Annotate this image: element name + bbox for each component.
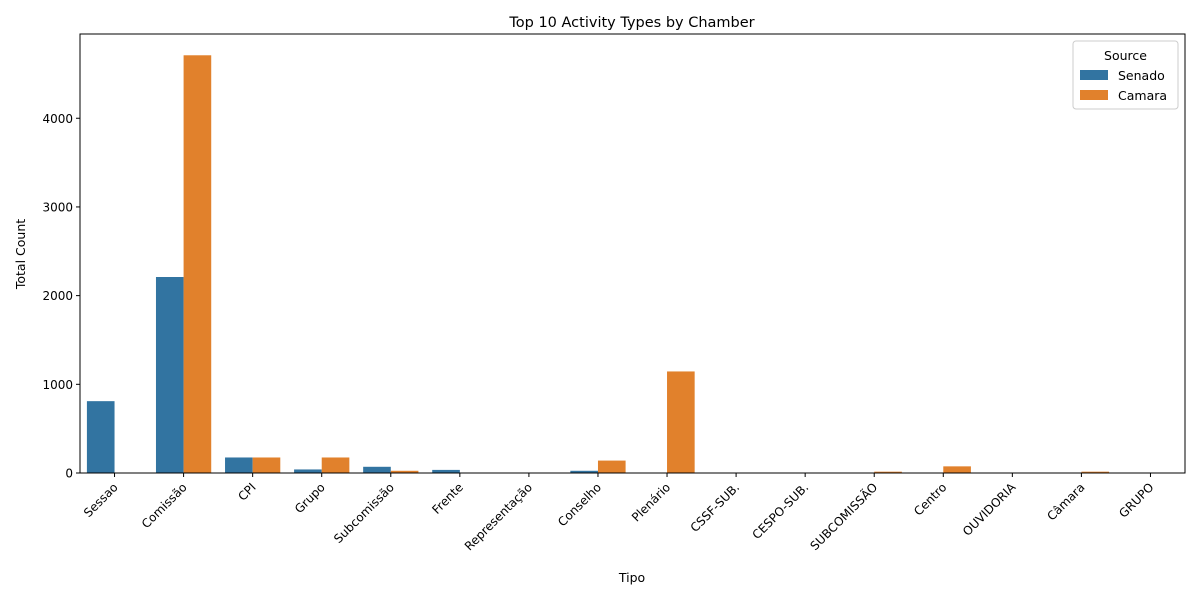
legend-items: Senado Camara	[1080, 68, 1167, 103]
bar-senado-4	[363, 466, 391, 473]
legend-label-senado: Senado	[1118, 68, 1165, 83]
bar-senado-0	[86, 401, 115, 473]
legend-title: Source	[1104, 48, 1147, 63]
bar-camara-14	[1081, 471, 1110, 473]
x-axis-label: Tipo	[618, 570, 645, 585]
x-tick-label: Centro	[911, 480, 949, 518]
x-tick-label: Comissão	[139, 480, 190, 531]
bar-camara-12	[943, 466, 971, 473]
bar-camara-1	[183, 55, 212, 473]
y-axis-label: Total Count	[13, 219, 28, 290]
bar-senado-5	[432, 469, 460, 473]
legend-swatch-camara	[1080, 90, 1108, 100]
x-tick-label: Sessao	[81, 480, 121, 520]
legend-swatch-senado	[1080, 70, 1108, 80]
bar-senado-2	[225, 457, 253, 473]
chart-title: Top 10 Activity Types by Chamber	[508, 15, 754, 31]
y-tick-label: 3000	[42, 200, 73, 214]
x-axis: Sessao Comissão CPI Grupo Subcomissão FrenteR…	[81, 473, 1157, 553]
x-tick-label: Plenário	[629, 480, 673, 524]
bar-senado-3	[294, 469, 322, 473]
x-tick-label: CSSF-SUB.	[688, 480, 743, 535]
bar-camara-4	[390, 470, 419, 473]
y-tick-label: 0	[65, 467, 73, 481]
legend-label-camara: Camara	[1118, 88, 1167, 103]
y-tick-label: 2000	[42, 289, 73, 303]
y-axis: 0 1000 2000 3000 4000	[42, 112, 80, 481]
bars-layer	[86, 55, 1179, 473]
y-tick-label: 4000	[42, 112, 73, 126]
bar-senado-1	[155, 277, 184, 473]
x-tick-label: Grupo	[292, 480, 328, 516]
bar-camara-11	[874, 471, 902, 473]
bar-camara-3	[321, 457, 350, 473]
x-tick-label: Frente	[429, 480, 466, 517]
bar-camara-8	[667, 371, 695, 473]
x-tick-label: Representação	[462, 480, 535, 553]
y-tick-label: 1000	[42, 378, 73, 392]
x-tick-label: OUVIDORIA	[960, 480, 1019, 539]
bar-camara-2	[252, 457, 281, 473]
plot-frame	[79, 33, 1186, 474]
x-tick-label: Subcomissão	[331, 480, 397, 546]
bar-senado-7	[570, 470, 598, 473]
x-tick-label: Câmara	[1044, 480, 1087, 523]
x-tick-label: GRUPO	[1116, 480, 1156, 520]
x-tick-label: SUBCOMISSÃO	[807, 480, 881, 554]
legend: Source Senado Camara	[1072, 40, 1179, 110]
x-tick-label: CPI	[235, 480, 258, 503]
bar-camara-7	[597, 460, 626, 473]
x-tick-label: CESPO-SUB.	[749, 480, 811, 542]
x-tick-label: Conselho	[555, 480, 604, 529]
